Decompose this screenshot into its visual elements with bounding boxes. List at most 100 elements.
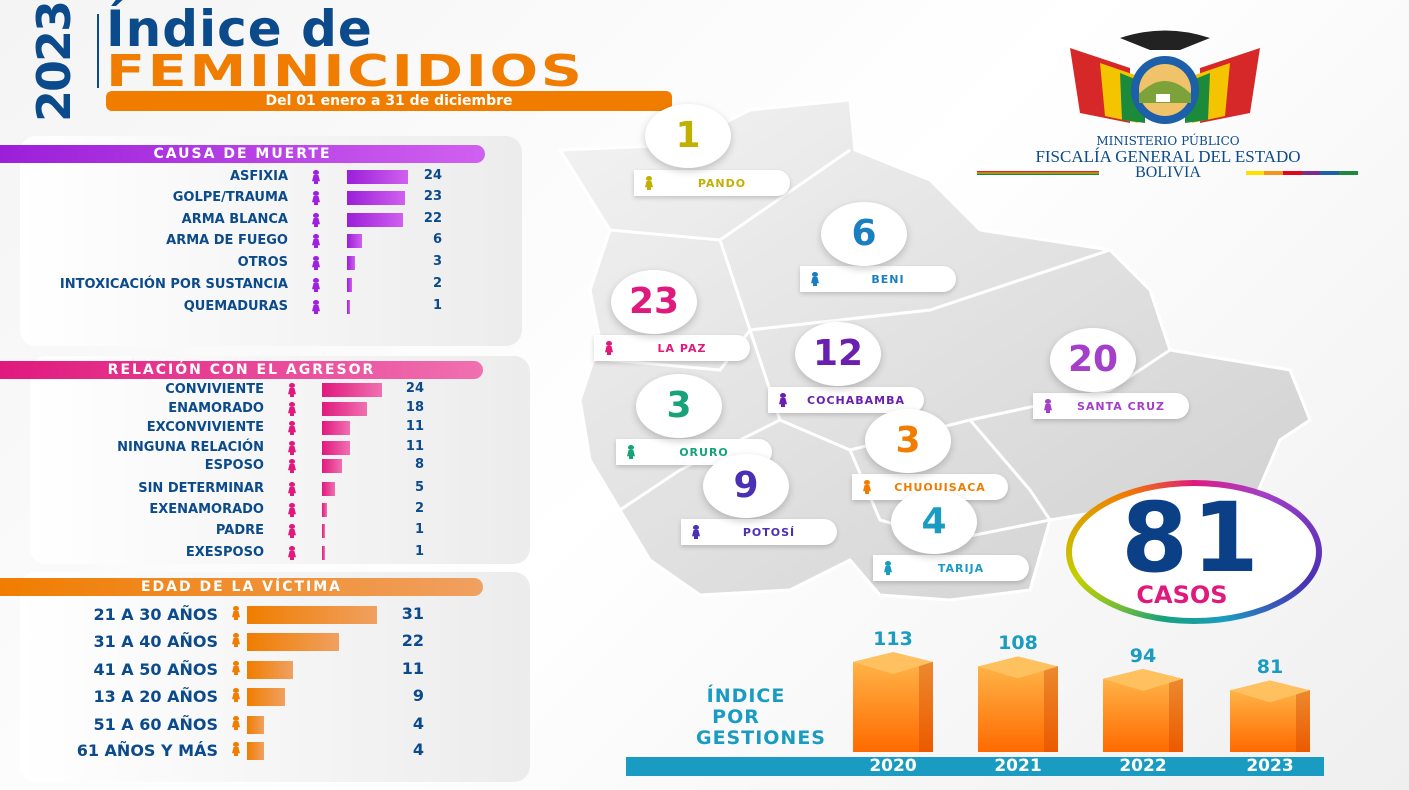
bar: [247, 633, 340, 651]
bar: [322, 482, 335, 496]
bar-value: 22: [401, 631, 424, 650]
woman-icon: [311, 191, 321, 205]
bar-value: 2: [414, 501, 424, 516]
department-name: ORURO: [679, 445, 729, 459]
bar-label: PADRE: [215, 523, 264, 538]
bar: [247, 742, 264, 760]
bar-label: 41 A 50 AÑOS: [93, 660, 218, 679]
bar: [322, 503, 327, 517]
gestiones-label-2: POR: [712, 706, 760, 728]
bar-label: INTOXICACIÓN POR SUSTANCIA: [59, 277, 288, 292]
bar: [322, 383, 382, 397]
woman-icon: [311, 170, 321, 184]
bar-label: CONVIVIENTE: [165, 382, 264, 397]
department-label-6: CHUQUISACA: [852, 474, 1008, 500]
department-value-7: 9: [703, 454, 789, 518]
woman-icon: [287, 421, 297, 435]
woman-icon: [231, 742, 241, 756]
bar-label: SIN DETERMINAR: [138, 481, 264, 496]
bar: [347, 300, 350, 314]
department-label-0: PANDO: [634, 170, 790, 196]
woman-icon: [644, 176, 654, 190]
woman-icon: [626, 445, 636, 459]
department-value-3: 12: [795, 322, 881, 386]
panel-1: [30, 356, 530, 564]
bar-value: 24: [405, 381, 424, 396]
department-name: PANDO: [697, 176, 747, 190]
bar: [322, 402, 367, 416]
department-label-4: SANTA CRUZ: [1033, 393, 1189, 419]
year-bar: [853, 662, 933, 752]
year-label: 2023: [1246, 756, 1294, 776]
bar: [247, 716, 264, 734]
bar-value: 18: [405, 400, 424, 415]
department-name: BENI: [871, 272, 905, 286]
department-label-7: POTOSÍ: [681, 519, 837, 545]
woman-icon: [231, 716, 241, 730]
bar: [322, 524, 325, 538]
year-value: 94: [1129, 644, 1157, 667]
bar-value: 1: [432, 298, 442, 313]
title-line1: Índice de: [106, 0, 373, 58]
gestiones-label-1: ÍNDICE: [706, 685, 786, 707]
woman-icon: [311, 234, 321, 248]
woman-icon: [311, 278, 321, 292]
woman-icon: [231, 633, 241, 647]
bar-label: QUEMADURAS: [183, 299, 288, 314]
bar-label: 61 AÑOS Y MÁS: [76, 741, 218, 760]
bar: [322, 441, 350, 455]
woman-icon: [311, 213, 321, 227]
bar-value: 4: [412, 740, 424, 759]
years-axis-bar: [626, 757, 1324, 776]
woman-icon: [287, 402, 297, 416]
bar-value: 11: [401, 659, 424, 678]
woman-icon: [311, 256, 321, 270]
section-header: CAUSA DE MUERTE: [0, 145, 485, 163]
section-header: EDAD DE LA VÍCTIMA: [0, 578, 483, 596]
bar-label: EXCONVIVIENTE: [146, 420, 264, 435]
bar-label: 51 A 60 AÑOS: [93, 715, 218, 734]
woman-icon: [691, 525, 701, 539]
title-line2: FEMINICIDIOS: [106, 46, 585, 97]
bar-value: 5: [414, 480, 424, 495]
gestiones-label: ÍNDICE POR GESTIONES: [626, 686, 826, 749]
gestiones-label-3: GESTIONES: [695, 727, 826, 749]
department-value-1: 6: [821, 202, 907, 266]
bar-label: OTROS: [237, 255, 288, 270]
bar-value: 1: [414, 522, 424, 537]
year-label: 2021: [994, 756, 1042, 776]
bar-label: ARMA DE FUEGO: [166, 233, 288, 248]
woman-icon: [1043, 399, 1053, 413]
bar: [347, 191, 406, 205]
bar-value: 9: [412, 686, 424, 705]
bar-label: 31 A 40 AÑOS: [93, 632, 218, 651]
bar-label: ESPOSO: [204, 458, 264, 473]
total-circle: [1072, 486, 1316, 618]
department-value-6: 3: [865, 409, 951, 473]
divider: [97, 14, 99, 88]
year-value: 81: [1256, 656, 1284, 679]
bar: [347, 213, 403, 227]
bar: [347, 256, 355, 270]
wiphala-stripe-right: [1246, 171, 1358, 175]
woman-icon: [287, 383, 297, 397]
total-value: 81: [1121, 482, 1263, 594]
bar-value: 8: [414, 457, 424, 472]
department-name: LA PAZ: [657, 341, 707, 355]
year-label: 2020: [869, 756, 917, 776]
woman-icon: [883, 561, 893, 575]
bar-value: 11: [405, 419, 424, 434]
subtitle: Del 01 enero a 31 de diciembre: [106, 91, 672, 111]
total-label: CASOS: [1136, 581, 1228, 609]
department-name: COCHABAMBA: [807, 393, 905, 407]
woman-icon: [862, 480, 872, 494]
bar: [247, 688, 285, 706]
woman-icon: [231, 606, 241, 620]
section-header: RELACIÓN CON EL AGRESOR: [0, 361, 483, 379]
department-value-2: 23: [611, 270, 697, 334]
department-label-3: COCHABAMBA: [768, 387, 924, 413]
woman-icon: [810, 272, 820, 286]
department-label-1: BENI: [800, 266, 956, 292]
bar: [322, 459, 342, 473]
department-value-4: 20: [1050, 328, 1136, 392]
